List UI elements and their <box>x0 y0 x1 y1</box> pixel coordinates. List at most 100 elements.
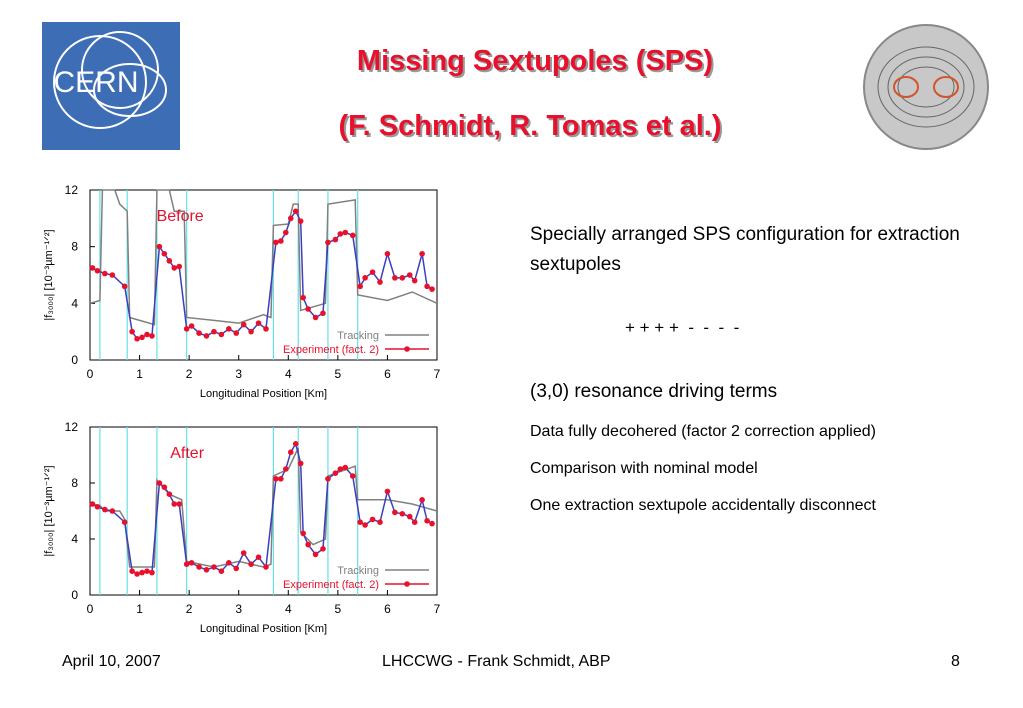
data-point <box>166 258 173 264</box>
footer-page: 8 <box>951 653 960 670</box>
x-tick-label: 4 <box>285 602 292 616</box>
y-tick-label: 8 <box>71 240 78 254</box>
x-axis-label: Longitudinal Position [Km] <box>200 623 327 635</box>
data-point <box>156 243 163 250</box>
data-point <box>248 328 254 335</box>
slide-subtitle: (F. Schmidt, R. Tomas et al.) <box>339 110 722 142</box>
plot-area <box>89 189 438 361</box>
data-point <box>211 328 217 335</box>
y-tick-label: 12 <box>65 183 79 197</box>
x-tick-label: 7 <box>434 367 441 381</box>
data-point <box>297 460 304 467</box>
data-point <box>171 501 178 507</box>
data-point <box>263 326 269 332</box>
data-point <box>211 564 217 570</box>
data-point <box>411 277 418 284</box>
x-tick-label: 6 <box>384 367 391 381</box>
legend-label: Tracking <box>337 565 379 577</box>
data-point <box>233 565 240 572</box>
data-point <box>278 476 284 482</box>
data-point <box>357 283 363 290</box>
data-point <box>287 449 294 456</box>
data-point <box>325 476 331 482</box>
data-point <box>233 330 240 336</box>
data-point <box>337 466 344 472</box>
legend-label: Experiment (fact. 2) <box>283 579 379 591</box>
data-point <box>278 238 284 244</box>
y-tick-label: 12 <box>65 420 79 434</box>
data-point <box>102 506 108 513</box>
data-point <box>424 518 430 524</box>
data-point <box>325 239 331 246</box>
footer-event: LHCCWG - Frank Schmidt, ABP <box>382 653 611 670</box>
data-point <box>218 568 225 574</box>
data-point <box>218 331 225 338</box>
data-point <box>144 568 150 574</box>
data-point <box>384 488 391 495</box>
data-point <box>129 328 135 335</box>
data-point <box>171 265 178 271</box>
data-point <box>406 272 413 278</box>
data-point <box>121 283 128 290</box>
data-point <box>273 476 279 482</box>
data-point <box>240 321 247 328</box>
data-point <box>424 283 430 290</box>
data-point <box>429 286 435 292</box>
data-point <box>283 466 289 472</box>
data-point <box>332 470 339 477</box>
annotation: After <box>170 445 204 462</box>
legend-label: Tracking <box>337 330 379 342</box>
x-tick-label: 0 <box>87 367 94 381</box>
data-point <box>292 208 299 215</box>
sign-pattern: + + + + - - - - <box>625 318 740 337</box>
data-point <box>248 561 254 567</box>
data-point <box>369 516 376 523</box>
data-point <box>287 215 294 222</box>
data-point <box>392 275 398 281</box>
data-point <box>134 571 140 577</box>
point: One extraction sextupole accidentally di… <box>530 497 876 514</box>
x-tick-label: 5 <box>335 602 342 616</box>
x-tick-label: 3 <box>235 367 242 381</box>
legend-marker <box>404 346 410 352</box>
data-point <box>377 279 383 285</box>
data-point <box>196 330 202 336</box>
x-tick-label: 2 <box>186 367 193 381</box>
magnet-image <box>863 24 989 150</box>
x-tick-label: 3 <box>235 602 242 616</box>
data-point <box>109 508 116 514</box>
legend-marker <box>404 581 410 587</box>
y-tick-label: 8 <box>71 476 78 490</box>
x-tick-label: 2 <box>186 602 193 616</box>
data-point <box>320 310 326 317</box>
data-point <box>332 236 339 243</box>
subtitle-shadow: (F. Schmidt, R. Tomas et al.) <box>341 112 724 144</box>
data-point <box>411 519 418 525</box>
data-point <box>320 546 326 552</box>
cern-logo-rings <box>53 31 167 129</box>
data-point <box>342 229 349 236</box>
x-tick-label: 5 <box>335 367 342 381</box>
x-tick-label: 0 <box>87 602 94 616</box>
logo-text: CERN <box>53 66 138 99</box>
annotation: Before <box>157 208 204 225</box>
data-point <box>188 323 195 329</box>
data-point <box>196 564 202 570</box>
data-point <box>94 267 101 274</box>
data-point <box>226 560 232 566</box>
data-point <box>342 464 349 471</box>
y-tick-label: 0 <box>71 588 78 602</box>
data-point <box>349 232 356 239</box>
data-point <box>109 272 116 278</box>
y-axis-label: |f₃₀₀₀| [10⁻³µm⁻¹ᐟ²] <box>43 465 55 556</box>
data-point <box>156 480 163 486</box>
data-point <box>377 519 383 525</box>
data-point <box>144 331 150 338</box>
data-point <box>226 326 232 332</box>
data-point <box>305 306 311 312</box>
data-point <box>166 491 173 498</box>
data-point <box>406 513 413 520</box>
point: Comparison with nominal model <box>530 460 758 477</box>
data-point <box>419 250 425 257</box>
